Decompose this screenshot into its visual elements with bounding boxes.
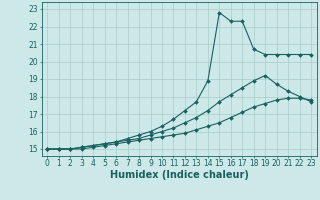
X-axis label: Humidex (Indice chaleur): Humidex (Indice chaleur) <box>110 170 249 180</box>
